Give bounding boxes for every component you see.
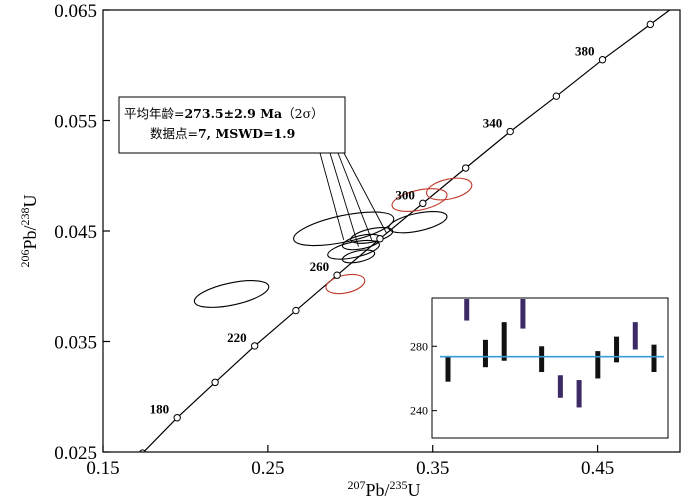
annotation-pointer <box>343 152 387 234</box>
y-tick-label: 0.045 <box>54 222 97 243</box>
annotation-count-label: 数据点= <box>150 126 198 141</box>
y-title-base: Pb <box>20 231 40 250</box>
inset-age-bar <box>595 351 601 379</box>
y-title-tail: U <box>20 194 40 207</box>
y-tick-label: 0.065 <box>54 1 97 22</box>
inset-y-tick-label: 240 <box>410 404 428 418</box>
error-ellipse <box>350 227 394 244</box>
age-label: 340 <box>483 116 503 131</box>
age-marker <box>461 164 470 172</box>
y-tick-label: 0.035 <box>54 333 97 354</box>
error-ellipse <box>327 239 380 260</box>
error-ellipse-excluded <box>391 188 448 212</box>
inset-age-chart: 240 280 <box>410 297 669 439</box>
y-title-post-sup: 238 <box>18 207 32 225</box>
annotation-pointer <box>329 152 359 247</box>
y-tick-label: 0.025 <box>54 443 97 464</box>
age-marker <box>376 235 384 243</box>
inset-age-bar <box>651 344 657 373</box>
age-marker <box>552 92 561 100</box>
inset-age-bar <box>520 299 526 329</box>
inset-age-bar <box>614 336 620 363</box>
inset-age-bar <box>445 355 451 382</box>
x-tick-label: 0.35 <box>416 458 449 479</box>
age-marker <box>419 199 427 208</box>
inset-age-bar <box>501 322 507 361</box>
annotation-box <box>118 96 346 154</box>
annotation-line-2: 数据点=7, MSWD=1.9 <box>150 126 295 141</box>
error-ellipse-excluded <box>325 273 366 295</box>
annotation-count-value: 7, MSWD=1.9 <box>198 126 295 141</box>
age-label: 180 <box>150 402 170 417</box>
age-label: 380 <box>575 44 595 59</box>
inset-frame <box>431 297 669 439</box>
x-title-post-sup: 235 <box>390 478 408 492</box>
y-axis-title: 206Pb/238U <box>18 194 40 267</box>
y-title-slash: / <box>20 225 40 230</box>
error-ellipse <box>388 210 448 234</box>
plot-area: 180 220 260 300 340 380 <box>102 9 681 453</box>
error-ellipse <box>293 211 395 247</box>
annotation-line-1: 平均年龄=273.5±2.9 Ma（2σ） <box>124 106 324 121</box>
plot-content: 180 220 260 300 340 380 <box>139 10 671 452</box>
age-label: 300 <box>395 187 415 202</box>
age-marker <box>211 378 219 387</box>
x-tick-label: 0.15 <box>86 458 119 479</box>
age-marker <box>506 127 514 136</box>
age-marker <box>333 271 341 279</box>
age-marker <box>173 414 181 422</box>
x-axis-title: 207Pb/235U <box>347 478 420 500</box>
inset-y-tick-label: 280 <box>410 339 428 353</box>
y-title-pre-sup: 206 <box>18 250 32 268</box>
annotation-age-label: 平均年龄= <box>124 106 184 121</box>
age-marker <box>139 449 147 452</box>
age-label: 260 <box>310 259 330 274</box>
inset-age-bar <box>464 299 470 321</box>
inset-age-bar <box>539 346 545 373</box>
error-ellipse <box>341 249 376 264</box>
age-marker <box>250 342 259 350</box>
x-title-slash: / <box>385 480 390 500</box>
inset-age-bar <box>632 322 638 350</box>
annotation-pointer <box>337 152 373 241</box>
age-marker <box>646 20 655 29</box>
error-ellipse <box>193 280 270 308</box>
age-annotation: 平均年龄=273.5±2.9 Ma（2σ） 数据点=7, MSWD=1.9 <box>118 96 387 247</box>
inset-age-bar <box>482 339 488 368</box>
y-tick-label: 0.055 <box>54 112 97 133</box>
annotation-pointers <box>319 152 387 247</box>
inset-content: 240 280 <box>410 299 664 418</box>
inset-age-bar <box>557 375 563 398</box>
annotation-age-value: 273.5±2.9 Ma <box>184 106 282 121</box>
annotation-pointer <box>319 152 345 240</box>
age-label: 220 <box>227 330 247 345</box>
inset-age-bar <box>576 380 582 408</box>
axes: 0.025 0.035 0.045 0.055 0.065 0.15 0.25 0.35 0.4… <box>54 1 614 479</box>
x-title-pre-sup: 207 <box>347 478 365 492</box>
annotation-age-sigma: （2σ） <box>282 106 324 121</box>
error-ellipse-excluded <box>425 177 473 201</box>
x-tick-label: 0.45 <box>581 458 614 479</box>
x-title-base: Pb <box>365 480 384 500</box>
age-marker <box>598 56 607 64</box>
x-title-tail: U <box>408 480 421 500</box>
age-marker <box>292 306 300 315</box>
x-tick-label: 0.25 <box>251 458 284 479</box>
